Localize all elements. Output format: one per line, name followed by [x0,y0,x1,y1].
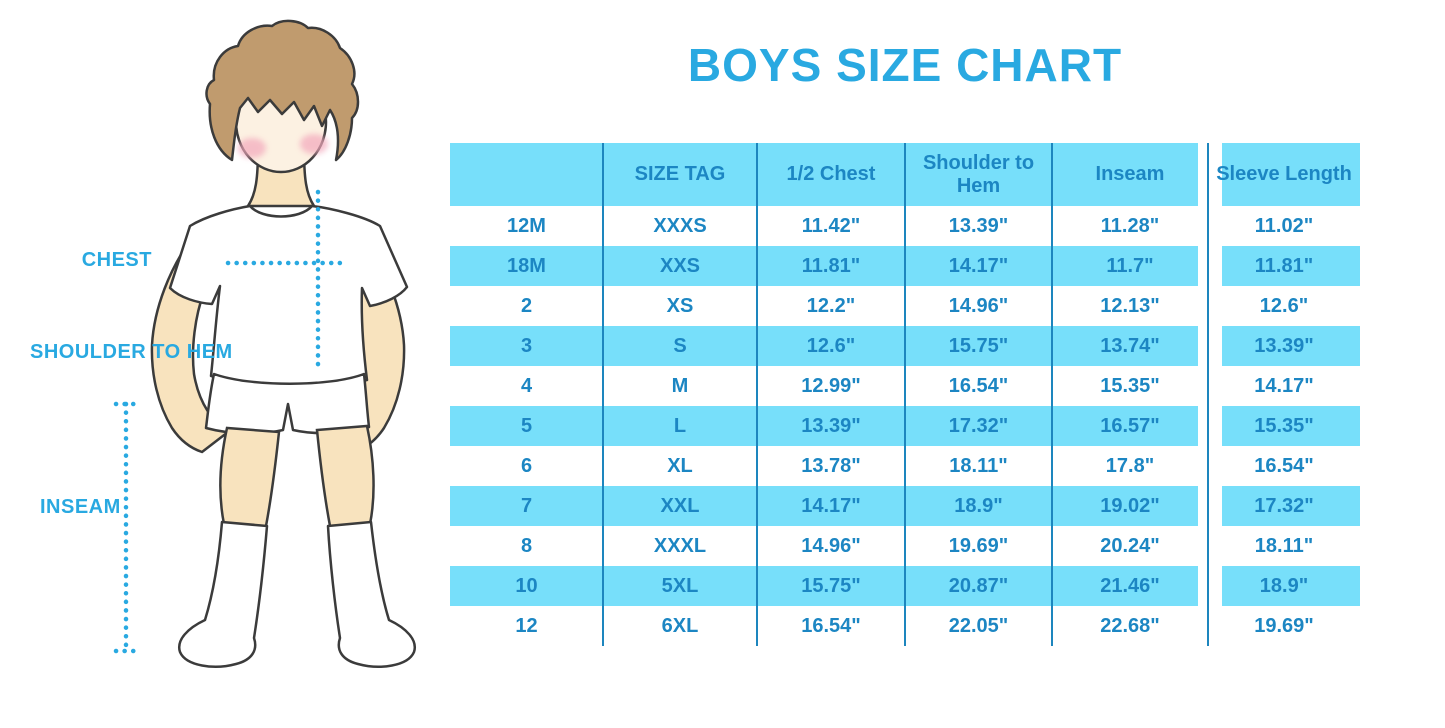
column-divider [602,143,604,646]
table-cell: 19.69" [1254,614,1314,637]
table-header-cell: Sleeve Length [1216,163,1352,185]
table-cell: XXXL [653,534,707,557]
figure-area: CHEST SHOULDER TO HEM INSEAM [0,0,450,723]
size-table: SIZE TAG 1/2 Chest Shoulder to Hem Inseam Sl… [450,143,1360,646]
right-cheek-blush [300,134,328,154]
table-header-cell: SIZE TAG [634,163,726,185]
shorts [204,372,371,435]
table-row: 12 6XL 16.54" 22.05" 22.68" 19.69" [450,606,1360,646]
shoulder-to-hem-label: SHOULDER TO HEM [30,341,233,363]
boy-illustration [113,19,417,668]
table-cell: XXXS [653,214,707,237]
left-sock [177,520,269,668]
table-cell: 11.81" [1254,254,1314,277]
table-cell: 13.39" [801,414,861,437]
table-cell: 12 [515,614,538,637]
table-cell: 3 [520,334,533,357]
table-cell: XS [666,294,694,317]
table-cell: 5XL [661,574,699,597]
table-cell: 6XL [661,614,699,637]
page-title: BOYS SIZE CHART [687,39,1123,91]
table-cell: 14.17" [948,254,1009,277]
table-row: 2 XS 12.2" 14.96" 12.13" 12.6" [450,286,1360,326]
table-cell: 16.54" [1254,454,1314,477]
table-cell: 11.02" [1254,214,1314,237]
right-leg [315,424,375,528]
table-cell: 18.11" [1254,534,1314,557]
table-cell: 18.9" [1259,574,1309,597]
table-cell: 17.32" [1254,494,1314,517]
table-cell: 18.9" [954,494,1003,517]
table-cell: 5 [520,414,533,437]
table-header-cell: Inseam [1095,163,1165,185]
table-header-cell: Shoulder to Hem [922,151,1035,197]
table-cell: 6 [520,454,533,477]
table-cell: 18M [507,254,546,277]
table-cell: 13.39" [1254,334,1314,357]
table-cell: 14.96" [801,534,861,557]
table-cell: 17.8" [1105,454,1155,477]
column-divider [904,143,906,646]
table-cell: 22.68" [1100,614,1160,637]
table-header-cell: 1/2 Chest [786,163,876,185]
table-cell: 16.54" [801,614,861,637]
table-row: 6 XL 13.78" 18.11" 17.8" 16.54" [450,446,1360,486]
table-cell: 11.42" [801,214,861,237]
table-cell: 22.05" [948,614,1009,637]
table-cell: 14.17" [801,494,861,517]
table-cell: 17.32" [948,414,1009,437]
table-cell: XXS [659,254,701,277]
table-cell: 14.96" [948,294,1009,317]
table-cell: 20.87" [948,574,1009,597]
table-cell: 12.2" [806,294,856,317]
table-row: 12M XXXS 11.42" 13.39" 11.28" 11.02" [450,206,1360,246]
column-divider [1207,143,1209,646]
table-cell: 15.75" [948,334,1009,357]
table-row: 4 M 12.99" 16.54" 15.35" 14.17" [450,366,1360,406]
column-divider [756,143,758,646]
table-cell: 15.75" [801,574,861,597]
table-cell: 10 [515,574,538,597]
chest-label: CHEST [81,249,152,271]
table-cell: 15.35" [1100,374,1160,397]
table-cell: 12.99" [801,374,861,397]
table-cell: 20.24" [1100,534,1160,557]
hair [205,19,360,162]
table-cell: 4 [520,374,533,397]
table-cell: 7 [520,494,533,517]
table-cell: 8 [520,534,533,557]
table-cell: 18.11" [949,454,1008,477]
table-cell: 21.46" [1100,574,1160,597]
table-cell: 12.6" [806,334,856,357]
table-cell: 12.6" [1259,294,1309,317]
inseam-label: INSEAM [40,496,121,518]
table-row: 8 XXXL 14.96" 19.69" 20.24" 18.11" [450,526,1360,566]
table-cell: M [671,374,689,397]
table-cell: 12M [507,214,546,237]
table-cell: 19.02" [1100,494,1160,517]
table-cell: S [673,334,687,357]
table-cell: 2 [520,294,533,317]
table-cell: L [673,414,687,437]
table-cell: 14.17" [1254,374,1314,397]
left-leg [219,426,281,528]
table-cell: 16.54" [948,374,1009,397]
table-header-cell [450,143,603,206]
table-cell: 16.57" [1100,414,1160,437]
table-cell: XL [667,454,693,477]
table-cell: 11.81" [801,254,861,277]
table-cell: 13.78" [801,454,861,477]
left-cheek-blush [238,138,266,158]
table-cell: 13.74" [1100,334,1160,357]
column-divider [1051,143,1053,646]
table-cell: 11.7" [1106,254,1154,277]
table-cell: 13.39" [948,214,1009,237]
table-cell: XXL [660,494,700,517]
table-cell: 11.28" [1100,214,1160,237]
table-cell: 19.69" [948,534,1009,557]
table-cell: 15.35" [1254,414,1314,437]
table-cell: 12.13" [1100,294,1160,317]
right-sock [326,520,417,668]
